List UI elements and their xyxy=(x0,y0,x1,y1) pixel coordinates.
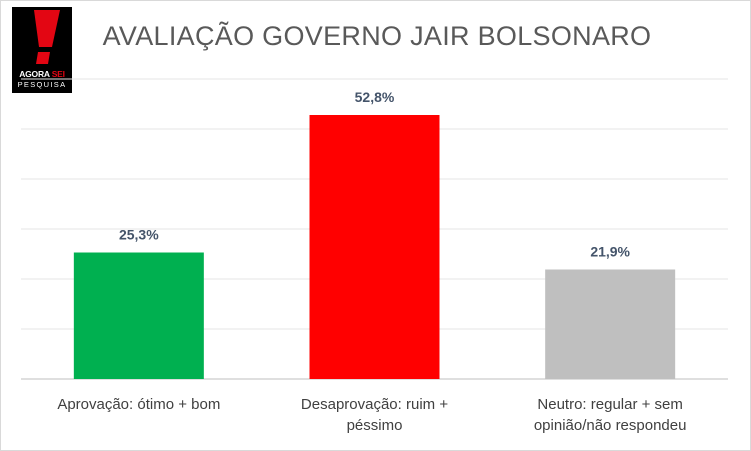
category-label-1: Desaprovação: ruim + péssimo xyxy=(260,394,490,436)
category-label-line: Neutro: regular + sem xyxy=(537,396,683,413)
value-label-0: 25,3% xyxy=(119,227,159,243)
chart-title: AVALIAÇÃO GOVERNO JAIR BOLSONARO xyxy=(102,21,652,51)
bar-2 xyxy=(545,269,676,379)
category-label-line: Desaprovação: ruim + xyxy=(300,396,449,413)
value-label-1: 52,8% xyxy=(355,89,395,105)
exclamation-logo-icon xyxy=(34,10,60,64)
bar-1 xyxy=(309,115,440,379)
category-label-line: péssimo xyxy=(346,417,403,434)
logo-text-pesquisa: PESQUISA xyxy=(17,80,67,89)
value-label-2: 21,9% xyxy=(590,244,630,260)
category-label-line: Aprovação: ótimo + bom xyxy=(57,396,221,413)
category-label-0: Aprovação: ótimo + bom xyxy=(24,394,254,415)
bar-0 xyxy=(73,252,204,379)
value-labels: 25,3% 52,8% 21,9% xyxy=(119,89,631,260)
bars xyxy=(73,115,676,379)
logo-text-agora-sei: AGORA SEI xyxy=(19,69,65,79)
category-label-2: Neutro: regular + sem opinião/não respond… xyxy=(495,394,725,436)
category-label-line: opinião/não respondeu xyxy=(533,417,687,434)
